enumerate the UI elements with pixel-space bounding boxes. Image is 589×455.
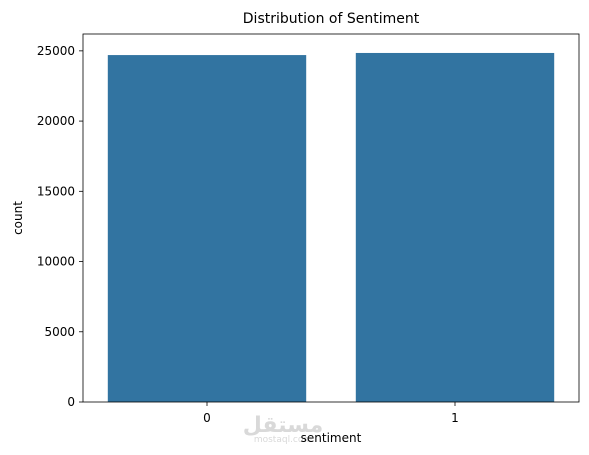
y-axis-label: count — [11, 201, 25, 235]
watermark-logo-text: مستقل — [243, 413, 323, 438]
x-tick-label-0: 0 — [203, 411, 211, 425]
y-tick-label-5000: 5000 — [44, 325, 75, 339]
bar-0 — [107, 55, 307, 403]
x-axis-label: sentiment — [301, 431, 362, 445]
y-tick-label-0: 0 — [67, 395, 75, 409]
bar-1 — [355, 52, 555, 403]
bars-group — [107, 52, 555, 403]
y-tick-label-20000: 20000 — [37, 114, 75, 128]
y-axis: 0 5000 10000 15000 20000 25000 — [37, 44, 83, 409]
watermark: مستقل mostaql.com — [243, 413, 323, 445]
y-tick-label-25000: 25000 — [37, 44, 75, 58]
y-tick-label-15000: 15000 — [37, 184, 75, 198]
plot-frame — [82, 33, 580, 403]
chart-title: Distribution of Sentiment — [243, 11, 420, 27]
watermark-subtext: mostaql.com — [254, 435, 312, 445]
y-tick-label-10000: 10000 — [37, 255, 75, 269]
x-tick-label-1: 1 — [451, 411, 459, 425]
